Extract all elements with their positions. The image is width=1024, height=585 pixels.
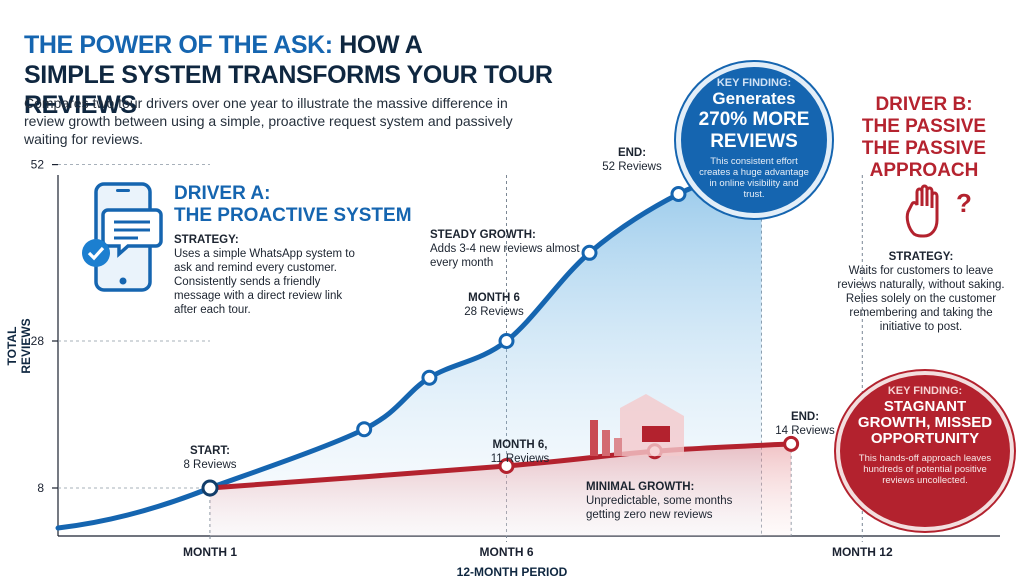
start-value: 8 Reviews [183, 459, 237, 471]
key-finding-a-line-2: 270% MORE [698, 109, 810, 130]
driver-a-title: DRIVER A: THE PROACTIVE SYSTEM [174, 183, 412, 227]
driver-a-title-line-2: THE PROACTIVE SYSTEM [174, 205, 412, 226]
x-tick-label: MONTH 12 [832, 545, 893, 559]
driver-b-title-line-2: THE PASSIVE [861, 116, 987, 137]
minimal-growth-label: MINIMAL GROWTH: [586, 481, 695, 493]
title-rest: HOW A [339, 31, 423, 59]
key-finding-b-headline: STAGNANT GROWTH, MISSED OPPORTUNITY [857, 398, 993, 447]
svg-text:?: ? [956, 188, 972, 218]
end-b-label: END: [790, 411, 820, 423]
driver-a-strategy-text: Uses a simple WhatsApp system to ask and… [174, 248, 355, 316]
data-point-driver-b [783, 435, 800, 452]
key-finding-b-text: This hands-off approach leaves hundreds … [858, 453, 992, 486]
data-point-driver-b [498, 457, 515, 474]
key-finding-b-label: KEY FINDING: [887, 385, 963, 397]
end-a-label: END: [617, 147, 647, 159]
x-axis-label: 12-MONTH PERIOD [456, 565, 568, 579]
driver-b-title: DRIVER B: THE PASSIVE THE PASSIVE APPROA… [852, 94, 996, 182]
building-icon [590, 394, 684, 456]
series-line-driver-b [207, 441, 794, 491]
minimal-growth-annotation: MINIMAL GROWTH: Unpredictable, some mont… [586, 480, 766, 522]
data-point-driver-a [498, 333, 515, 349]
month6-a-label: MONTH 6 [468, 292, 520, 304]
key-finding-a-line-1: Generates [712, 89, 796, 108]
y-tick-label: 52 [31, 158, 45, 172]
title-line-2: SIMPLE SYSTEM TRANSFORMS YOUR TOUR REVIE… [24, 61, 553, 119]
end-a-value: 52 Reviews [602, 161, 662, 173]
steady-growth-label: STEADY GROWTH: [430, 229, 536, 241]
y-axis-label: TOTAL REVIEWS [5, 318, 33, 374]
month6-a-value: 28 Reviews [464, 306, 524, 318]
key-finding-a-label: KEY FINDING: [716, 77, 792, 89]
driver-b-title-line-1: DRIVER B: [875, 94, 973, 115]
smartphone-chat-check-icon [82, 182, 163, 292]
driver-b-title-line-3: THE PASSIVE [861, 138, 987, 159]
x-tick-label: MONTH 1 [183, 545, 237, 559]
start-data-point [201, 479, 219, 497]
series-line-lead-in [55, 485, 213, 531]
driver-b-title-line-4: APPROACH [869, 160, 979, 181]
month6-b-annotation: MONTH 6, 11 Reviews [480, 438, 560, 466]
month6-b-value: 11 Reviews [490, 453, 550, 465]
x-tick-label: MONTH 6 [480, 545, 534, 559]
page-title: THE POWER OF THE ASK: HOW A SIMPLE SYSTE… [24, 30, 624, 120]
data-point-driver-a [421, 369, 438, 386]
month6-a-annotation: MONTH 6 28 Reviews [454, 291, 534, 319]
driver-b-strategy: STRATEGY: Waits for customers to leave r… [836, 250, 1006, 334]
start-annotation: START: 8 Reviews [170, 444, 250, 472]
key-finding-b-badge: KEY FINDING: STAGNANT GROWTH, MISSED OPP… [836, 371, 1014, 531]
end-b-value: 14 Reviews [775, 425, 835, 437]
title-accent: THE POWER OF THE ASK: [24, 31, 333, 59]
area-driver-b [210, 443, 792, 536]
end-a-annotation: END: 52 Reviews [596, 146, 668, 174]
raised-hand-question-icon: ? [905, 184, 972, 238]
key-finding-a-badge: KEY FINDING: Generates 270% MORE REVIEWS… [676, 62, 832, 218]
data-point-driver-a [356, 421, 373, 438]
subtitle: Compares two tour drivers over one year … [24, 95, 513, 147]
data-point-driver-a [581, 244, 598, 261]
end-b-annotation: END: 14 Reviews [770, 410, 840, 438]
start-label: START: [189, 445, 231, 457]
steady-growth-annotation: STEADY GROWTH: Adds 3-4 new reviews almo… [430, 228, 590, 270]
steady-growth-text: Adds 3-4 new reviews almost every month [430, 243, 580, 269]
driver-a-strategy-label: STRATEGY: [174, 234, 239, 246]
minimal-growth-text: Unpredictable, some months getting zero … [586, 495, 733, 521]
driver-a-title-line-1: DRIVER A: [174, 183, 271, 204]
driver-b-strategy-text: Waits for customers to leave reviews nat… [837, 265, 1005, 333]
month6-b-label: MONTH 6, [492, 439, 548, 451]
data-point-driver-a [670, 186, 687, 202]
driver-a-strategy: STRATEGY: Uses a simple WhatsApp system … [174, 233, 364, 317]
driver-b-strategy-label: STRATEGY: [888, 251, 954, 263]
key-finding-a-text: This consistent effort creates a huge ad… [699, 156, 809, 200]
y-tick-label: 8 [37, 481, 44, 495]
key-finding-a-line-3: REVIEWS [710, 131, 798, 152]
y-tick-label: 28 [31, 334, 45, 348]
